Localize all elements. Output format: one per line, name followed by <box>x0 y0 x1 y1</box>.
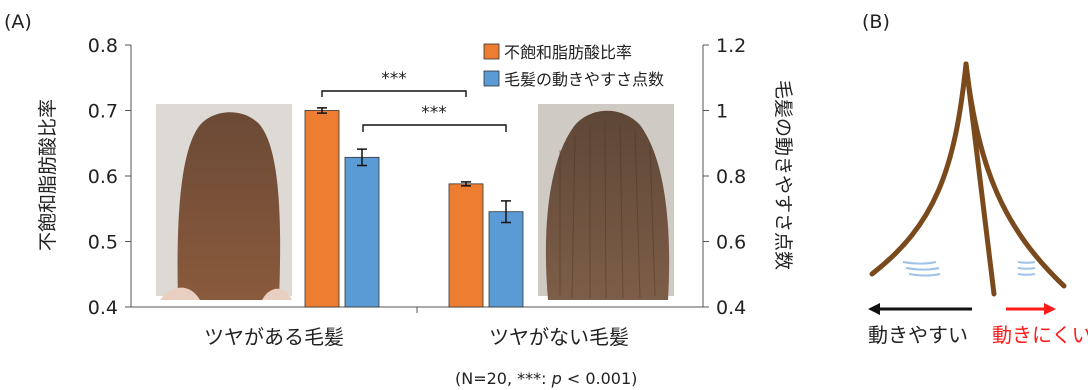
x-category-label: ツヤがある毛髪 <box>204 325 344 349</box>
y-ticks-left: 0.4 0.5 0.6 0.7 0.8 <box>88 35 131 319</box>
hair-diagram: 動きやすい 動きにくい <box>868 61 1088 347</box>
hair-strand-left <box>869 61 969 277</box>
motion-lines-right <box>1017 261 1036 276</box>
x-category-label: ツヤがない毛髪 <box>489 325 629 349</box>
y-tick-right-label: 1 <box>716 101 728 123</box>
x-categories: ツヤがある毛髪 ツヤがない毛髪 <box>204 325 629 349</box>
panel-label-a: (A) <box>4 11 32 33</box>
legend-label-unsaturated: 不飽和脂肪酸比率 <box>504 43 632 62</box>
arrow-left-head <box>868 303 880 315</box>
error-bars <box>317 107 511 224</box>
y-axis-left-title: 不飽和脂肪酸比率 <box>37 99 59 251</box>
dull-hair-photo <box>538 104 674 300</box>
y-tick-right-label: 0.6 <box>716 232 746 254</box>
label-easy-to-move: 動きやすい <box>868 323 968 347</box>
legend-swatch-unsaturated <box>483 43 500 60</box>
label-hard-to-move: 動きにくい <box>992 323 1088 347</box>
y-tick-left-label: 0.7 <box>88 101 118 123</box>
y-tick-left-label: 0.5 <box>88 232 118 254</box>
bar-unsaturated-ratio <box>448 183 484 308</box>
significance-bracket-2 <box>362 124 507 132</box>
bars <box>304 110 524 308</box>
legend-label-mobility: 毛髪の動きやすさ点数 <box>504 70 664 89</box>
y-ticks-right: 0.4 0.6 0.8 1 1.2 <box>703 35 746 319</box>
legend-swatch-mobility <box>483 70 500 87</box>
hair-strand-right <box>963 61 1067 289</box>
legend: 不飽和脂肪酸比率 毛髪の動きやすさ点数 <box>483 43 664 89</box>
y-tick-left-label: 0.6 <box>88 166 118 188</box>
footnote: (N=20, ***: p < 0.001) <box>455 369 637 388</box>
significance-label-2: *** <box>421 103 447 123</box>
panel-label-b: (B) <box>862 11 890 33</box>
arrow-right-head <box>1044 303 1056 315</box>
y-tick-right-label: 1.2 <box>716 35 746 57</box>
bar-unsaturated-ratio <box>304 110 340 308</box>
motion-lines-left <box>902 261 941 277</box>
y-tick-left-label: 0.4 <box>88 297 118 319</box>
bar-mobility-score <box>344 156 380 308</box>
glossy-hair-photo <box>156 104 292 300</box>
y-tick-left-label: 0.8 <box>88 35 118 57</box>
y-tick-right-label: 0.4 <box>716 297 746 319</box>
significance-label-1: *** <box>381 69 407 89</box>
significance-bracket-1 <box>321 90 467 97</box>
y-tick-right-label: 0.8 <box>716 166 746 188</box>
y-axis-right-title: 毛髪の動きやすさ点数 <box>772 80 794 270</box>
bar-mobility-score <box>488 211 524 308</box>
